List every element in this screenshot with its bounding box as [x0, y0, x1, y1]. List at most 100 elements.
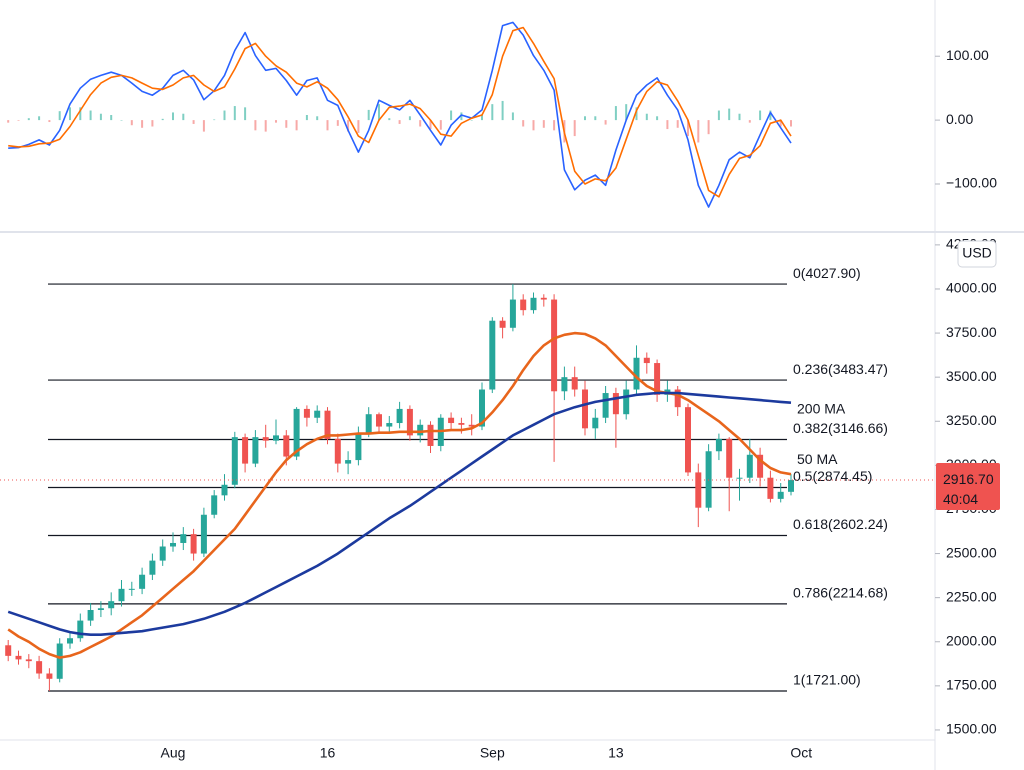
candle-body	[685, 407, 691, 473]
histogram-bar	[491, 104, 494, 121]
currency-box	[957, 240, 997, 268]
candle-body	[551, 299, 558, 392]
candle-body	[180, 534, 187, 543]
candle-body	[592, 417, 599, 429]
histogram-bar	[419, 120, 422, 127]
histogram-bar	[738, 113, 741, 121]
histogram-bar	[501, 100, 504, 121]
candle-body	[520, 299, 527, 311]
histogram-bar	[141, 120, 144, 128]
histogram-bar	[481, 115, 483, 121]
histogram-bar	[790, 120, 792, 127]
histogram-bar	[697, 120, 700, 143]
histogram-bar	[357, 120, 360, 133]
histogram-bar	[264, 120, 267, 132]
y-tick-label: 2000.00	[946, 632, 997, 648]
candle-body	[97, 608, 104, 611]
histogram-bar	[213, 119, 216, 121]
moving-average-label: 200 MA	[797, 400, 846, 416]
histogram-bar	[182, 113, 185, 121]
countdown-label: 40:04	[943, 491, 978, 507]
candle-body	[324, 410, 331, 439]
histogram-bar	[202, 120, 205, 132]
histogram-bar	[707, 120, 710, 135]
histogram-bar	[151, 120, 154, 127]
candle-body	[499, 320, 506, 328]
histogram-bar	[635, 107, 638, 121]
candle-body	[283, 435, 290, 457]
histogram-bar	[594, 116, 597, 121]
candle-body	[159, 546, 166, 561]
candle-body	[427, 424, 434, 446]
histogram-bar	[223, 110, 226, 121]
candle-body	[612, 393, 619, 415]
histogram-bar	[233, 106, 236, 121]
candle-body	[777, 491, 784, 499]
candle-body	[46, 673, 53, 679]
candle-body	[406, 408, 413, 436]
candle-body	[376, 414, 382, 427]
candle-body	[417, 424, 424, 436]
histogram-bar	[27, 118, 30, 121]
y-tick-label: 3250.00	[946, 412, 997, 428]
histogram-bar	[717, 110, 720, 121]
histogram-bar	[48, 120, 51, 123]
candle-body	[77, 620, 84, 639]
candle-body	[25, 659, 32, 662]
histogram-bar	[429, 120, 432, 130]
histogram-bar	[120, 120, 123, 121]
candle-body	[623, 389, 630, 415]
y-tick-label: 0.00	[946, 111, 973, 127]
x-tick-label: 16	[320, 745, 336, 761]
candle-body	[108, 601, 115, 609]
candle-body	[365, 414, 372, 434]
histogram-bar	[388, 118, 391, 121]
histogram-bar	[553, 120, 556, 131]
candle-body	[530, 297, 537, 311]
histogram-bar	[450, 110, 453, 121]
candle-body	[139, 574, 146, 589]
histogram-bar	[573, 120, 576, 137]
candle-body	[242, 437, 249, 464]
candle-body	[448, 417, 455, 424]
moving-average-line	[7, 391, 792, 636]
candle-body	[334, 438, 341, 464]
candle-body	[200, 514, 207, 554]
y-tick-label: 3750.00	[946, 324, 997, 340]
histogram-bar	[285, 120, 288, 128]
candle-body	[767, 477, 774, 499]
histogram-bar	[470, 120, 473, 121]
candle-body	[211, 495, 218, 515]
candle-body	[149, 560, 156, 575]
moving-average-label: 50 MA	[797, 451, 838, 467]
fib-level-label: 1(1721.00)	[793, 672, 861, 688]
candle-body	[643, 357, 650, 364]
candle-body	[15, 655, 22, 660]
candle-body	[293, 408, 300, 457]
candle-body	[571, 377, 578, 390]
histogram-bar	[79, 107, 82, 121]
candle-body	[468, 424, 475, 427]
histogram-bar	[69, 107, 71, 121]
histogram-bar	[532, 120, 535, 131]
candle-body	[252, 437, 259, 464]
candle-body	[509, 299, 516, 328]
candle-body	[674, 389, 681, 408]
histogram-bar	[347, 120, 350, 132]
histogram-bar	[748, 120, 751, 123]
histogram-bar	[305, 115, 308, 121]
histogram-bar	[439, 120, 442, 130]
histogram-bar	[275, 120, 277, 123]
candle-body	[190, 534, 197, 554]
histogram-bar	[58, 111, 61, 121]
candle-body	[757, 454, 764, 478]
candle-body	[715, 438, 722, 452]
y-tick-label: −100.00	[946, 175, 997, 191]
candle-body	[746, 454, 753, 478]
candle-body	[654, 363, 661, 395]
histogram-bar	[398, 120, 401, 124]
candle-body	[602, 393, 609, 418]
histogram-bar	[192, 120, 195, 124]
candle-body	[118, 588, 125, 602]
candle-body	[705, 451, 712, 508]
